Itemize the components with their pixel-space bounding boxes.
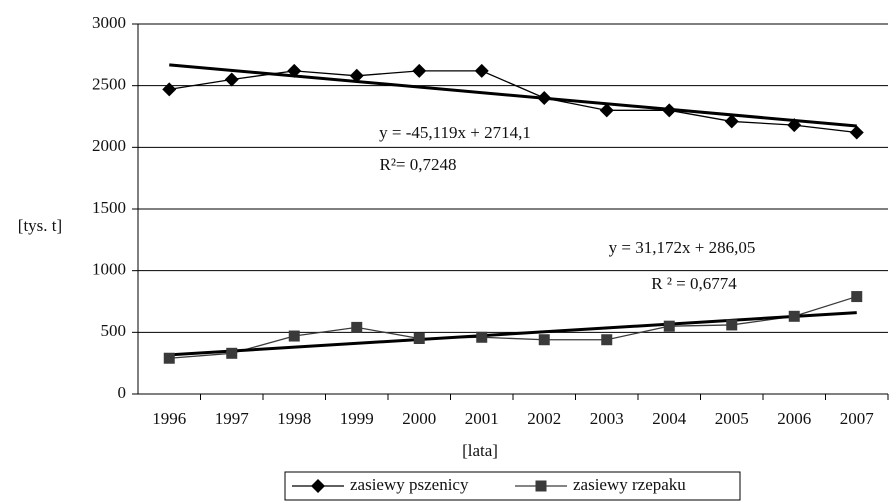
- y-tick-label: 2000: [92, 136, 126, 155]
- trend-line: [169, 311, 857, 357]
- series-line: [169, 70, 857, 134]
- marker: [474, 63, 489, 78]
- x-tick-label: 2001: [465, 409, 499, 428]
- x-tick-label: 1996: [152, 409, 186, 428]
- legend-label: zasiewy pszenicy: [350, 475, 469, 494]
- marker: [224, 72, 239, 87]
- marker: [537, 91, 552, 105]
- marker: [787, 118, 802, 133]
- marker: [351, 321, 363, 333]
- y-tick-label: 2500: [92, 75, 126, 94]
- trend-equation: y = -45,119x + 2714,1: [379, 123, 531, 142]
- marker: [851, 291, 863, 303]
- marker: [288, 330, 300, 342]
- y-axis-label: [tys. t]: [18, 216, 62, 235]
- marker: [726, 319, 738, 331]
- x-tick-label: 2004: [652, 409, 687, 428]
- x-tick-label: 2003: [590, 409, 624, 428]
- x-tick-label: 2007: [840, 409, 875, 428]
- marker: [226, 347, 238, 359]
- y-tick-label: 1500: [92, 198, 126, 217]
- y-tick-label: 0: [118, 383, 127, 402]
- marker: [349, 68, 364, 83]
- marker: [663, 320, 675, 332]
- x-tick-label: 1999: [340, 409, 374, 428]
- marker: [413, 333, 425, 344]
- legend-label: zasiewy rzepaku: [573, 475, 686, 494]
- marker: [163, 352, 175, 364]
- marker: [476, 331, 488, 343]
- marker: [311, 479, 325, 493]
- trend-equation: y = 31,172x + 286,05: [609, 238, 756, 257]
- marker: [162, 82, 177, 97]
- x-tick-label: 1998: [277, 409, 311, 428]
- marker: [662, 103, 677, 118]
- marker: [412, 63, 427, 78]
- trend-r2: R²= 0,7248: [379, 155, 456, 174]
- x-tick-label: 1997: [215, 409, 250, 428]
- x-tick-label: 2000: [402, 409, 436, 428]
- x-tick-label: 2006: [777, 409, 811, 428]
- marker: [788, 310, 800, 322]
- y-tick-label: 3000: [92, 13, 126, 32]
- y-tick-label: 500: [101, 321, 127, 340]
- x-tick-label: 2002: [527, 409, 561, 428]
- y-tick-label: 1000: [92, 260, 126, 279]
- trend-line: [169, 63, 857, 128]
- marker: [849, 125, 864, 140]
- trend-r2: R ² = 0,6774: [651, 274, 737, 293]
- series-line: [169, 295, 857, 359]
- marker: [724, 114, 739, 129]
- legend-box: [284, 471, 741, 501]
- marker: [287, 63, 302, 78]
- x-axis-label: [lata]: [462, 441, 498, 460]
- marker: [538, 334, 550, 346]
- x-tick-label: 2005: [715, 409, 749, 428]
- marker: [601, 334, 613, 346]
- marker: [535, 480, 547, 492]
- marker: [599, 103, 614, 118]
